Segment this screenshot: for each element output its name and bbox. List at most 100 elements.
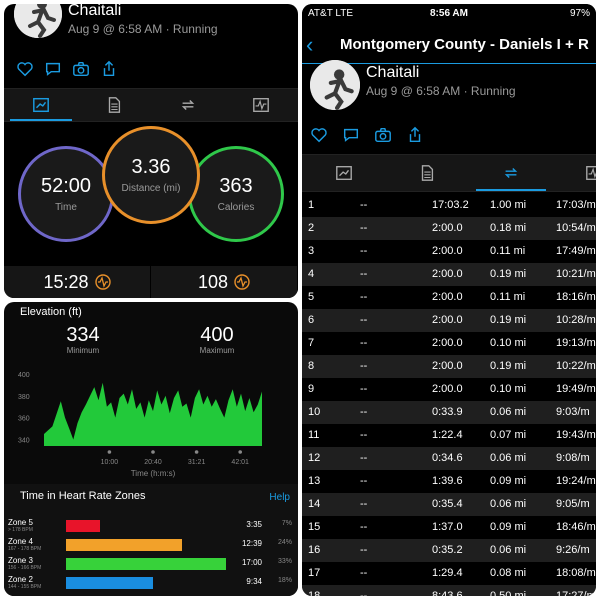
hr-zone-bar (66, 577, 154, 589)
pulse-icon (234, 274, 250, 290)
hr-zone-percent: 7% (281, 520, 292, 527)
lap-row[interactable]: 9 -- 2:00.0 0.10 mi 19:49/m (302, 378, 596, 401)
x-tick-label: 20:40 (144, 459, 162, 466)
camera-icon[interactable] (72, 60, 90, 78)
lap-dash: -- (360, 383, 368, 395)
tab-laps[interactable] (469, 155, 553, 191)
lap-n: 4 (308, 268, 315, 280)
lap-dist: 0.08 mi (490, 567, 527, 579)
hr-zone-time: 9:34 (246, 577, 262, 586)
status-bar: AT&T LTE 8:56 AM 97% (302, 4, 596, 24)
help-link[interactable]: Help (269, 492, 290, 503)
lap-row[interactable]: 6 -- 2:00.0 0.19 mi 10:28/m (302, 309, 596, 332)
lap-dist: 0.10 mi (490, 383, 527, 395)
back-chevron-icon[interactable]: ‹ (306, 32, 314, 57)
lap-row[interactable]: 10 -- 0:33.9 0.06 mi 9:03/m (302, 401, 596, 424)
lap-pace: 19:43/m (556, 429, 596, 441)
user-name[interactable]: Chaitali (68, 4, 122, 19)
lap-row[interactable]: 2 -- 2:00.0 0.18 mi 10:54/m (302, 217, 596, 240)
avatar[interactable] (310, 60, 360, 110)
lap-n: 1 (308, 199, 315, 211)
stat-right[interactable]: 108 (151, 266, 298, 298)
share-icon[interactable] (100, 60, 118, 78)
lap-row[interactable]: 3 -- 2:00.0 0.11 mi 17:49/m (302, 240, 596, 263)
calories-ring[interactable]: 363 Calories (188, 146, 284, 242)
lap-row[interactable]: 13 -- 1:39.6 0.09 mi 19:24/m (302, 470, 596, 493)
x-tick-label: 42:01 (231, 459, 249, 466)
lap-row[interactable]: 14 -- 0:35.4 0.06 mi 9:05/m (302, 493, 596, 516)
activity-meta: Aug 9 @ 6:58 AM · Running (68, 22, 218, 36)
elevation-panel: Elevation (ft) 334 Minimum 400 Maximum 4… (4, 302, 298, 596)
lap-row[interactable]: 8 -- 2:00.0 0.19 mi 10:22/m (302, 355, 596, 378)
lap-row[interactable]: 11 -- 1:22.4 0.07 mi 19:43/m (302, 424, 596, 447)
lap-pace: 9:05/m (556, 498, 590, 510)
comment-icon[interactable] (342, 126, 360, 144)
elevation-max-label: Maximum (199, 346, 235, 355)
lap-time: 2:00.0 (432, 383, 463, 395)
lap-n: 5 (308, 291, 315, 303)
tab-stats[interactable] (78, 89, 152, 121)
lap-n: 2 (308, 222, 315, 234)
lap-time: 8:43.6 (432, 590, 463, 596)
lap-row[interactable]: 16 -- 0:35.2 0.06 mi 9:26/m (302, 539, 596, 562)
lap-n: 8 (308, 360, 315, 372)
lap-dash: -- (360, 222, 368, 234)
lap-row[interactable]: 17 -- 1:29.4 0.08 mi 18:08/m (302, 562, 596, 585)
lap-n: 18 (308, 590, 321, 596)
lap-dash: -- (360, 268, 368, 280)
heart-icon[interactable] (310, 126, 328, 144)
elevation-area (44, 382, 262, 446)
page-title: Montgomery County - Daniels I + R (340, 36, 589, 53)
lap-row[interactable]: 4 -- 2:00.0 0.19 mi 10:21/m (302, 263, 596, 286)
distance-ring[interactable]: 3.36 Distance (mi) (102, 126, 200, 224)
tab-charts[interactable] (225, 89, 299, 121)
lap-dash: -- (360, 521, 368, 533)
tab-charts[interactable] (553, 155, 596, 191)
distance-label: Distance (mi) (121, 183, 181, 194)
tab-stats[interactable] (386, 155, 470, 191)
lap-dist: 0.18 mi (490, 222, 527, 234)
lap-time: 1:39.6 (432, 475, 463, 487)
lap-pace: 17:03/m (556, 199, 596, 211)
lap-n: 9 (308, 383, 315, 395)
lap-dist: 0.19 mi (490, 314, 527, 326)
elevation-max-value: 400 (200, 324, 234, 346)
lap-row[interactable]: 12 -- 0:34.6 0.06 mi 9:08/m (302, 447, 596, 470)
elevation-min-label: Minimum (66, 346, 100, 355)
hr-zone-time: 3:35 (246, 520, 262, 529)
lap-n: 6 (308, 314, 315, 326)
stat-right-value: 108 (197, 271, 229, 292)
lap-time: 17:03.2 (432, 199, 469, 211)
tab-laps[interactable] (151, 89, 225, 121)
stat-row: 15:28 108 (4, 266, 298, 298)
lap-row[interactable]: 18 -- 8:43.6 0.50 mi 17:27/m (302, 585, 596, 596)
stat-left[interactable]: 15:28 (4, 266, 151, 298)
hr-zones-section: Time in Heart Rate Zones Help Zone 5 > 17… (4, 484, 298, 596)
hr-zone-percent: 33% (277, 558, 292, 565)
elevation-chart[interactable]: 400 380 360 340 10:00 20:40 31:21 42:01 Time (h:… (14, 370, 274, 480)
x-tick-mark (194, 450, 199, 454)
hr-zone-row: Zone 5 > 178 BPM 3:35 7% (4, 518, 298, 536)
share-icon[interactable] (406, 126, 424, 144)
user-name[interactable]: Chaitali (366, 64, 420, 81)
lap-dash: -- (360, 199, 368, 211)
heart-icon[interactable] (16, 60, 34, 78)
lap-row[interactable]: 7 -- 2:00.0 0.10 mi 19:13/m (302, 332, 596, 355)
tab-bar (302, 154, 596, 192)
lap-row[interactable]: 15 -- 1:37.0 0.09 mi 18:46/m (302, 516, 596, 539)
tab-overview[interactable] (4, 89, 78, 121)
lap-row[interactable]: 1 -- 17:03.2 1.00 mi 17:03/m (302, 194, 596, 217)
comment-icon[interactable] (44, 60, 62, 78)
lap-dash: -- (360, 360, 368, 372)
hr-zone-range: 144 - 155 BPM (8, 584, 42, 590)
y-tick-label: 380 (18, 394, 30, 401)
avatar[interactable] (14, 4, 62, 38)
camera-icon[interactable] (374, 126, 392, 144)
hr-zone-bar (66, 539, 183, 551)
lap-time: 1:37.0 (432, 521, 463, 533)
tab-overview[interactable] (302, 155, 386, 191)
carrier-label: AT&T LTE (308, 8, 354, 19)
time-ring[interactable]: 52:00 Time (18, 146, 114, 242)
x-tick-mark (238, 450, 242, 454)
lap-row[interactable]: 5 -- 2:00.0 0.11 mi 18:16/m (302, 286, 596, 309)
